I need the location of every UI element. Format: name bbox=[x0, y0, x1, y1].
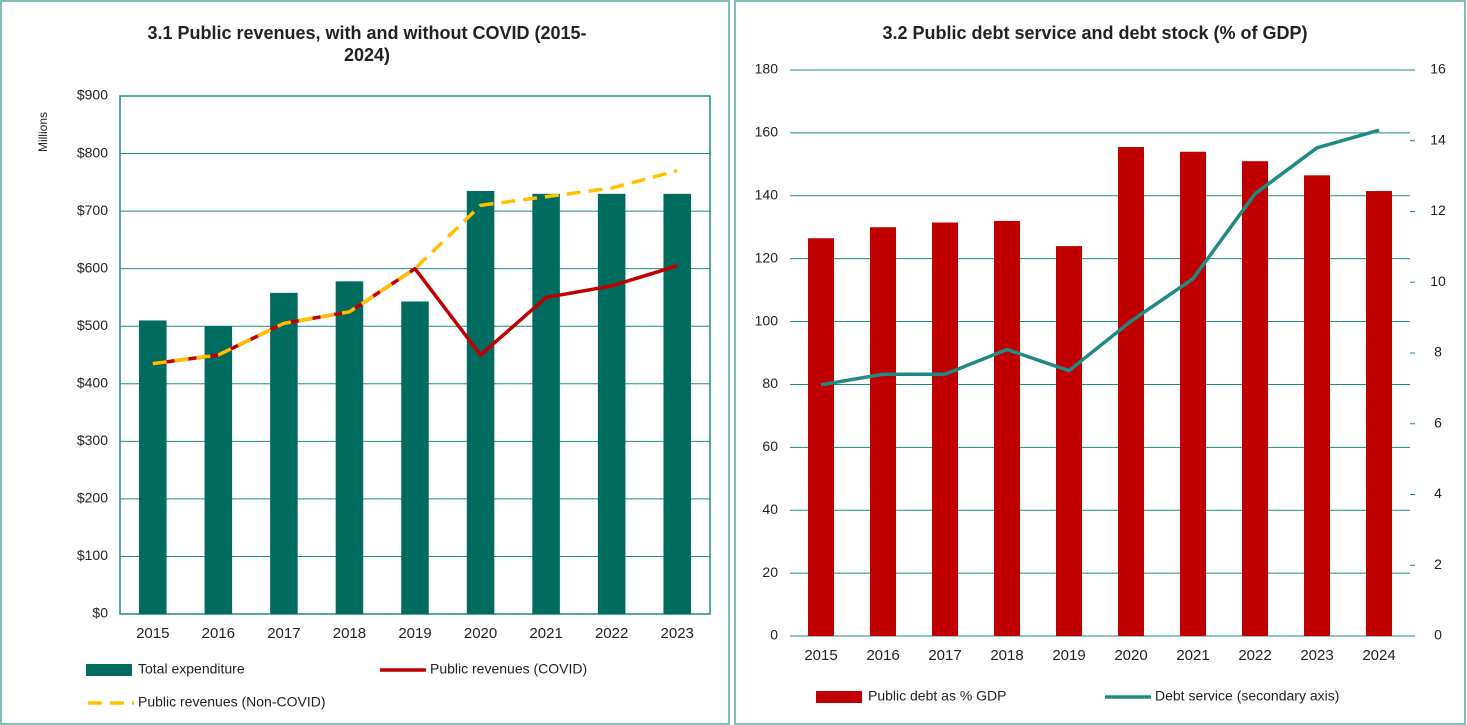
y-tick-label: $600 bbox=[77, 259, 108, 275]
y-tick-label: 80 bbox=[762, 375, 778, 391]
bar bbox=[532, 193, 560, 614]
y-tick-label: 120 bbox=[755, 249, 779, 265]
bar bbox=[1055, 246, 1083, 637]
line-series bbox=[152, 169, 678, 366]
bar bbox=[663, 193, 691, 614]
y2-tick-label: 6 bbox=[1434, 414, 1442, 430]
bar bbox=[807, 238, 835, 636]
x-tick-label: 2024 bbox=[1362, 647, 1395, 664]
y2-tick-label: 12 bbox=[1430, 202, 1446, 218]
x-tick-label: 2015 bbox=[804, 647, 837, 664]
bar bbox=[869, 227, 897, 636]
y-tick-label: 0 bbox=[770, 627, 778, 643]
bar bbox=[931, 222, 959, 636]
y2-tick-label: 14 bbox=[1430, 131, 1446, 147]
legend-label: Total expenditure bbox=[138, 661, 245, 677]
y-tick-label: 140 bbox=[755, 186, 779, 202]
x-tick-label: 2016 bbox=[866, 647, 899, 664]
x-tick-label: 2016 bbox=[202, 625, 235, 642]
bar bbox=[335, 281, 364, 614]
bar bbox=[1365, 191, 1393, 637]
bar bbox=[270, 292, 298, 614]
panel-border bbox=[734, 0, 1466, 725]
legend-label: Public debt as % GDP bbox=[868, 688, 1007, 704]
x-tick-label: 2019 bbox=[398, 625, 431, 642]
bar bbox=[139, 320, 167, 614]
bar bbox=[1303, 175, 1331, 637]
y2-tick-label: 0 bbox=[1434, 627, 1442, 643]
chart-title: 3.2 Public debt service and debt stock (… bbox=[882, 23, 1307, 43]
bar bbox=[401, 301, 429, 614]
y2-tick-label: 2 bbox=[1434, 556, 1442, 572]
legend-swatch bbox=[86, 664, 132, 676]
y-tick-label: $0 bbox=[92, 605, 108, 621]
y-tick-label: $400 bbox=[77, 374, 108, 390]
y-tick-label: $200 bbox=[77, 490, 108, 506]
panel-border bbox=[0, 0, 730, 725]
y-axis-label: Millions bbox=[36, 112, 50, 152]
y-tick-label: 100 bbox=[755, 312, 779, 328]
y-tick-label: 20 bbox=[762, 564, 778, 580]
y2-tick-label: 8 bbox=[1434, 344, 1442, 360]
legend-label: Public revenues (Non-COVID) bbox=[138, 694, 326, 710]
x-tick-label: 2018 bbox=[333, 625, 366, 642]
bar bbox=[204, 326, 233, 614]
y-tick-label: $500 bbox=[77, 317, 108, 333]
x-tick-label: 2019 bbox=[1052, 647, 1085, 664]
x-tick-label: 2021 bbox=[1176, 647, 1209, 664]
chart-title: 3.1 Public revenues, with and without CO… bbox=[147, 23, 586, 65]
bar bbox=[1179, 151, 1207, 636]
y-tick-label: $300 bbox=[77, 432, 108, 448]
x-tick-label: 2021 bbox=[529, 625, 562, 642]
y-tick-label: 180 bbox=[755, 61, 779, 77]
bar bbox=[993, 220, 1021, 636]
x-tick-label: 2015 bbox=[136, 625, 169, 642]
bar bbox=[466, 190, 495, 614]
y-tick-label: $900 bbox=[77, 87, 108, 103]
bar bbox=[1117, 147, 1145, 637]
x-tick-label: 2022 bbox=[1238, 647, 1271, 664]
legend-label: Debt service (secondary axis) bbox=[1155, 688, 1339, 704]
x-tick-label: 2018 bbox=[990, 647, 1023, 664]
x-tick-label: 2023 bbox=[1300, 647, 1333, 664]
y-tick-label: 40 bbox=[762, 501, 778, 517]
x-tick-label: 2022 bbox=[595, 625, 628, 642]
y-tick-label: 60 bbox=[762, 438, 778, 454]
y2-tick-label: 16 bbox=[1430, 61, 1446, 77]
y-tick-label: $100 bbox=[77, 547, 108, 563]
y-tick-label: 160 bbox=[755, 124, 779, 140]
bar bbox=[597, 193, 626, 614]
x-tick-label: 2017 bbox=[928, 647, 961, 664]
legend-label: Public revenues (COVID) bbox=[430, 661, 587, 677]
x-tick-label: 2020 bbox=[464, 625, 497, 642]
y-tick-label: $700 bbox=[77, 202, 108, 218]
legend-swatch bbox=[816, 691, 862, 703]
x-tick-label: 2017 bbox=[267, 625, 300, 642]
y2-tick-label: 4 bbox=[1434, 485, 1442, 501]
y2-tick-label: 10 bbox=[1430, 273, 1446, 289]
x-tick-label: 2023 bbox=[661, 625, 694, 642]
y-tick-label: $800 bbox=[77, 144, 108, 160]
line-series bbox=[820, 128, 1380, 387]
x-tick-label: 2020 bbox=[1114, 647, 1147, 664]
bar bbox=[1241, 161, 1269, 636]
